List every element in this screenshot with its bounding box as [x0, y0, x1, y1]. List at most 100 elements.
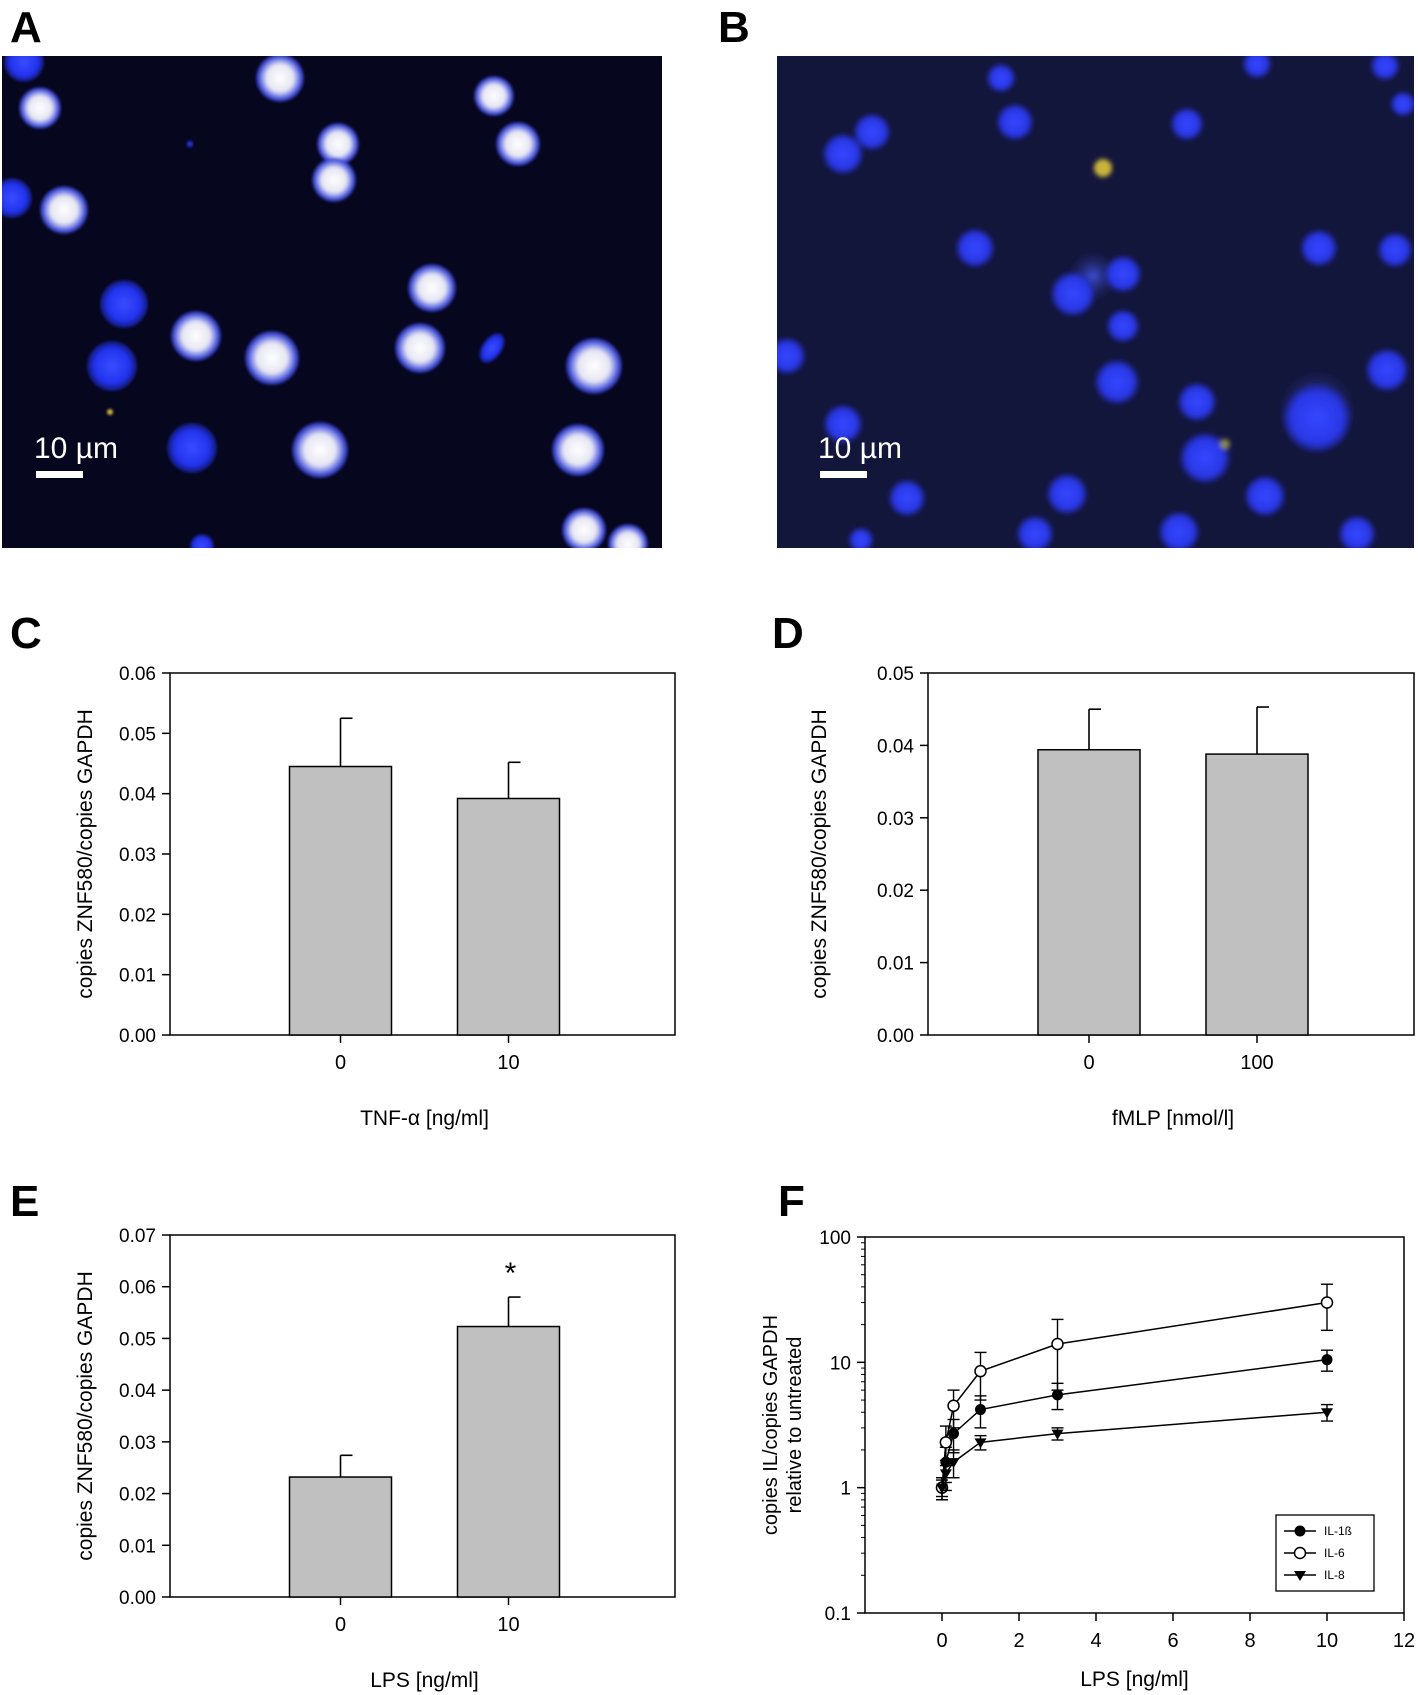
x-axis-label: TNF-α [ng/ml]	[360, 1107, 489, 1130]
x-tick-label: 0	[936, 1630, 947, 1652]
x-axis-label: LPS [ng/ml]	[370, 1669, 479, 1692]
data-point	[1321, 1354, 1333, 1366]
legend-label: IL-1ß	[1324, 1524, 1352, 1538]
data-point	[947, 1399, 960, 1413]
x-tick-label: 2	[1013, 1630, 1024, 1652]
x-tick-label: 0	[335, 1614, 346, 1636]
scale-label-b: 10 µm	[818, 432, 902, 465]
panel-letter-b: B	[718, 3, 750, 52]
data-point	[947, 1458, 960, 1469]
panel-letter-f: F	[778, 1177, 805, 1226]
y-tick-label: 0.03	[119, 1433, 156, 1454]
x-tick-label: 10	[497, 1614, 519, 1636]
y-tick-label: 0.04	[877, 736, 914, 757]
scale-bar-a	[36, 471, 83, 478]
y-tick-label: 0.02	[877, 881, 914, 902]
scale-bar-b	[820, 471, 867, 478]
bar	[456, 1325, 561, 1598]
plot-frame	[927, 672, 1415, 1036]
y-tick-label: 0.01	[119, 966, 156, 987]
legend-label: IL-8	[1324, 1568, 1345, 1582]
legend-label: IL-6	[1324, 1546, 1345, 1560]
data-point	[1052, 1389, 1063, 1401]
series-line	[941, 1411, 1328, 1488]
series-il-1-	[936, 1349, 1333, 1498]
bar	[1205, 753, 1309, 1036]
y-tick-label: 0.05	[877, 664, 914, 685]
series-il-6	[935, 1283, 1334, 1501]
data-point	[1320, 1296, 1334, 1309]
x-tick-label: 10	[1316, 1630, 1338, 1652]
legend-marker	[1294, 1571, 1306, 1581]
y-tick-label: 1	[840, 1479, 851, 1500]
data-point	[1051, 1337, 1064, 1351]
plot-frame	[169, 672, 676, 1036]
scale-label-a: 10 µm	[34, 432, 118, 465]
series-line	[941, 1301, 1328, 1488]
y-tick-label: 0.00	[877, 1026, 914, 1047]
data-point	[948, 1428, 960, 1440]
plot-frame	[864, 1236, 1405, 1614]
x-tick-label: 0	[1083, 1052, 1094, 1074]
y-tick-label: 0.1	[825, 1604, 851, 1625]
y-tick-label: 0.04	[119, 1381, 156, 1402]
bar	[288, 1476, 393, 1598]
chart-e: 0.00 0.01 0.02 0.03 0.04 0.05 0.06 0.07 0 10 * LPS …	[74, 1226, 676, 1692]
x-tick-label: 8	[1244, 1630, 1255, 1652]
x-tick-label: 0	[335, 1052, 346, 1074]
y-tick-label: 0.01	[877, 954, 914, 975]
data-point	[974, 1364, 987, 1378]
x-tick-label: 12	[1393, 1630, 1415, 1652]
y-tick-label: 0.05	[119, 724, 156, 745]
panel-letter-e: E	[10, 1177, 40, 1226]
panel-letter-d: D	[772, 609, 804, 658]
legend-marker	[1294, 1525, 1306, 1537]
panel-letter-a: A	[10, 3, 42, 52]
panel-letter-c: C	[10, 609, 42, 658]
series-il-8	[936, 1403, 1333, 1501]
x-tick-label: 6	[1167, 1630, 1178, 1652]
y-tick-label: 0.00	[119, 1026, 156, 1047]
bar	[1037, 748, 1141, 1036]
y-tick-label: 100	[819, 1228, 851, 1249]
chart-d: 0.00 0.01 0.02 0.03 0.04 0.05 0 100 fMLP [nmol/l…	[808, 664, 1415, 1130]
bar	[456, 797, 561, 1036]
data-point	[975, 1404, 986, 1416]
legend: IL-1ß IL-6 IL-8	[1275, 1514, 1375, 1592]
y-tick-label: 0.04	[119, 785, 156, 806]
x-tick-label: 10	[497, 1052, 519, 1074]
chart-c: 0.00 0.01 0.02 0.03 0.04 0.05 0.06 0 10 TNF-α [ng…	[74, 664, 676, 1130]
legend-marker	[1293, 1546, 1307, 1560]
x-axis-label: fMLP [nmol/l]	[1112, 1107, 1234, 1130]
y-axis-label: copies ZNF580/copies GAPDH	[74, 1271, 97, 1560]
series-line	[941, 1358, 1328, 1488]
y-tick-label: 0.06	[119, 1278, 156, 1299]
y-tick-label: 0.05	[119, 1329, 156, 1350]
significance-marker: *	[505, 1257, 517, 1290]
data-point	[974, 1438, 987, 1449]
chart-f: 0 2 4 6 8 10 12 0.1 1 10 100 LPS [ng/ml] copies IL/c…	[760, 1228, 1415, 1691]
plot-frame	[169, 1234, 676, 1598]
y-tick-label: 0.03	[877, 809, 914, 830]
data-point	[939, 1469, 952, 1480]
bar	[288, 765, 393, 1036]
x-axis-label: LPS [ng/ml]	[1080, 1668, 1189, 1691]
y-tick-label: 0.00	[119, 1588, 156, 1609]
data-point	[1321, 1408, 1333, 1419]
x-tick-label: 100	[1240, 1052, 1273, 1074]
data-point	[939, 1436, 953, 1449]
y-tick-label: 0.01	[119, 1536, 156, 1557]
y-axis-label-line1: copies IL/copies GAPDH	[760, 1315, 782, 1535]
data-point	[1051, 1429, 1064, 1440]
y-tick-label: 0.02	[119, 1485, 156, 1506]
micrograph-a: 10 µm	[2, 56, 662, 548]
y-tick-label: 10	[830, 1353, 851, 1374]
y-tick-label: 0.07	[119, 1226, 156, 1247]
y-tick-label: 0.03	[119, 845, 156, 866]
y-axis-label-line2: relative to untreated	[784, 1337, 806, 1514]
data-point	[936, 1483, 948, 1494]
x-tick-label: 4	[1090, 1630, 1101, 1652]
y-axis-label: copies ZNF580/copies GAPDH	[74, 709, 97, 998]
micrograph-b: 10 µm	[777, 56, 1414, 548]
